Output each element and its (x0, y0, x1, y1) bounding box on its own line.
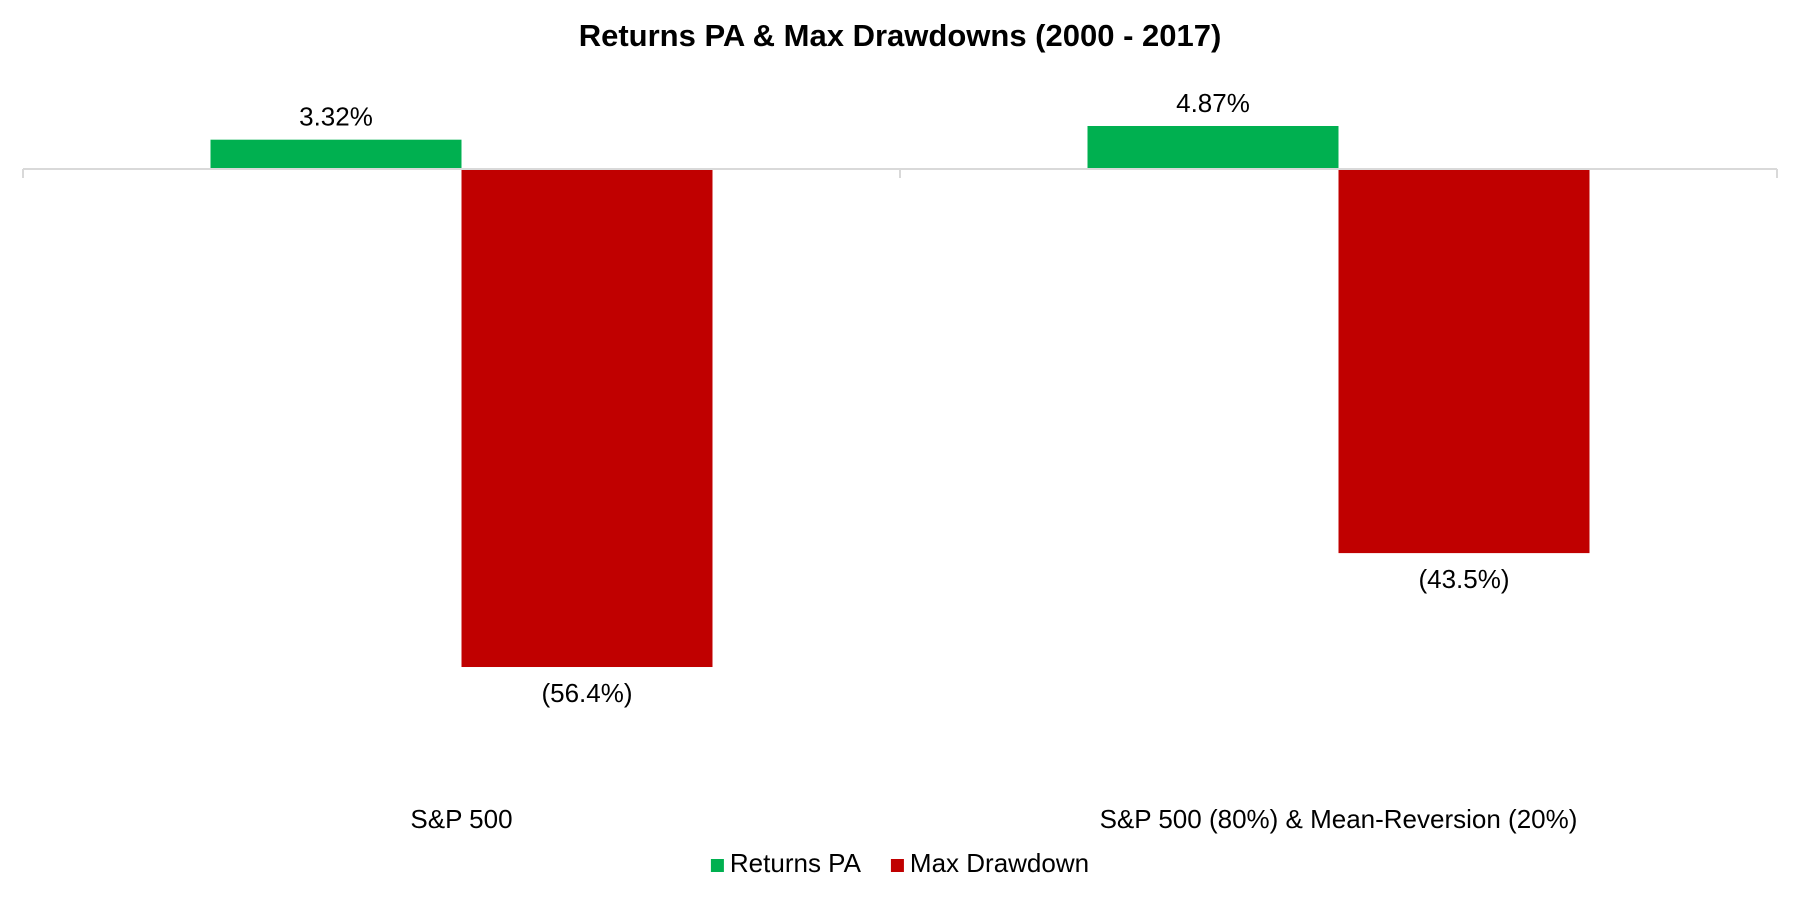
chart-title: Returns PA & Max Drawdowns (2000 - 2017) (579, 18, 1222, 53)
category-label: S&P 500 (80%) & Mean-Reversion (20%) (1100, 804, 1578, 834)
legend-label: Max Drawdown (910, 848, 1089, 878)
data-label: 3.32% (299, 102, 373, 132)
legend-item-max-drawdown: Max Drawdown (890, 848, 1089, 878)
axis-layer (22, 168, 1778, 178)
bars-layer (210, 125, 1590, 668)
data-label: (43.5%) (1418, 564, 1509, 594)
legend-swatch (710, 859, 724, 872)
bar-returns-pa-2 (1087, 125, 1339, 169)
bar-max-drawdown-2 (1338, 169, 1590, 554)
data-labels-layer: 3.32% (56.4%) 4.87% (43.5%) (299, 88, 1509, 708)
bar-returns-pa-1 (210, 139, 462, 169)
legend: Returns PA Max Drawdown (710, 848, 1089, 878)
bar-max-drawdown-1 (461, 169, 713, 668)
data-label: (56.4%) (541, 678, 632, 708)
category-label: S&P 500 (410, 804, 512, 834)
legend-label: Returns PA (730, 848, 862, 878)
legend-swatch (890, 859, 904, 872)
data-label: 4.87% (1176, 88, 1250, 118)
category-labels-layer: S&P 500 S&P 500 (80%) & Mean-Reversion (2… (410, 804, 1577, 834)
legend-item-returns-pa: Returns PA (710, 848, 862, 878)
